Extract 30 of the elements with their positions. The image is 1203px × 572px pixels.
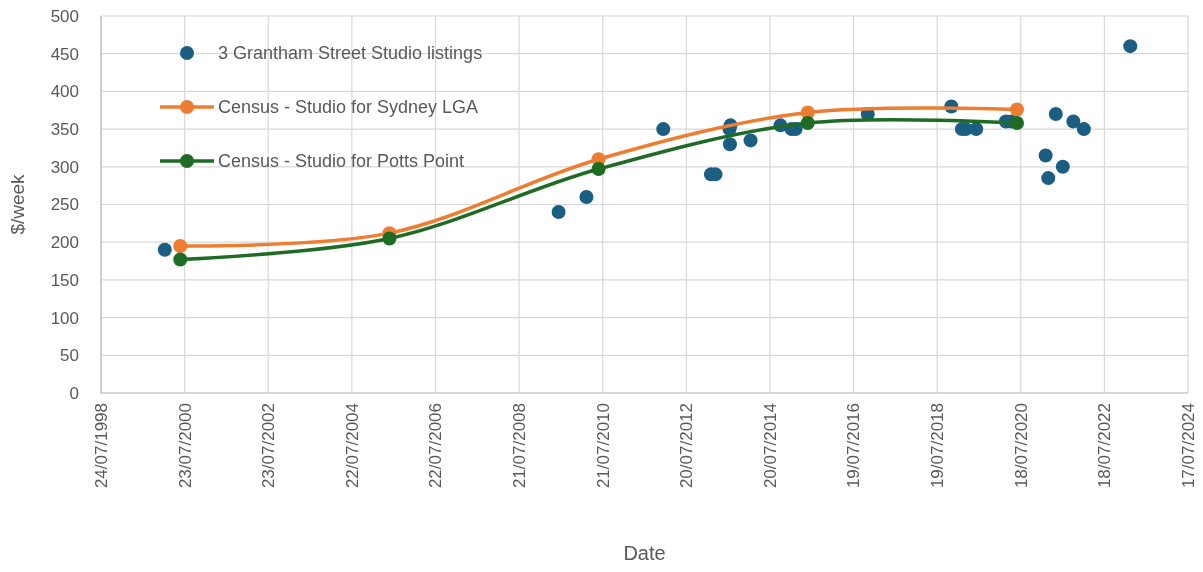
y-tick-label: 350 <box>50 120 79 140</box>
x-tick-label: 22/07/2006 <box>426 403 446 489</box>
y-tick-label: 500 <box>50 6 79 26</box>
y-tick-label: 400 <box>50 82 79 102</box>
x-tick-label: 19/07/2018 <box>928 403 948 489</box>
x-tick-label: 23/07/2002 <box>259 403 279 489</box>
y-tick-label: 450 <box>50 44 79 64</box>
x-tick-label: 18/07/2020 <box>1011 403 1031 489</box>
y-tick-label: 50 <box>60 346 79 366</box>
x-tick-label: 18/07/2022 <box>1095 403 1115 489</box>
legend-label: Census - Studio for Potts Point <box>218 151 465 172</box>
x-tick-label: 23/07/2000 <box>175 403 195 489</box>
x-tick-label: 20/07/2012 <box>677 403 697 489</box>
y-tick-label: 150 <box>50 270 79 290</box>
x-tick-label: 19/07/2016 <box>844 403 864 489</box>
x-tick-label: 21/07/2010 <box>593 403 613 489</box>
legend-label: Census - Studio for Sydney LGA <box>218 97 479 118</box>
x-tick-label: 21/07/2008 <box>510 403 530 489</box>
y-tick-label: 100 <box>50 308 79 328</box>
x-tick-label: 20/07/2014 <box>760 403 780 489</box>
y-tick-label: 200 <box>50 233 79 253</box>
x-tick-label: 17/07/2024 <box>1178 403 1198 489</box>
y-tick-label: 250 <box>50 195 79 215</box>
y-tick-label: 0 <box>69 383 79 403</box>
y-tick-label: 300 <box>50 157 79 177</box>
x-axis-title: Date <box>623 542 666 564</box>
x-tick-label: 24/07/1998 <box>91 403 111 489</box>
y-axis-title: $/week <box>7 173 28 235</box>
x-tick-label: 22/07/2004 <box>342 403 362 489</box>
legend-label: 3 Grantham Street Studio listings <box>218 43 483 64</box>
